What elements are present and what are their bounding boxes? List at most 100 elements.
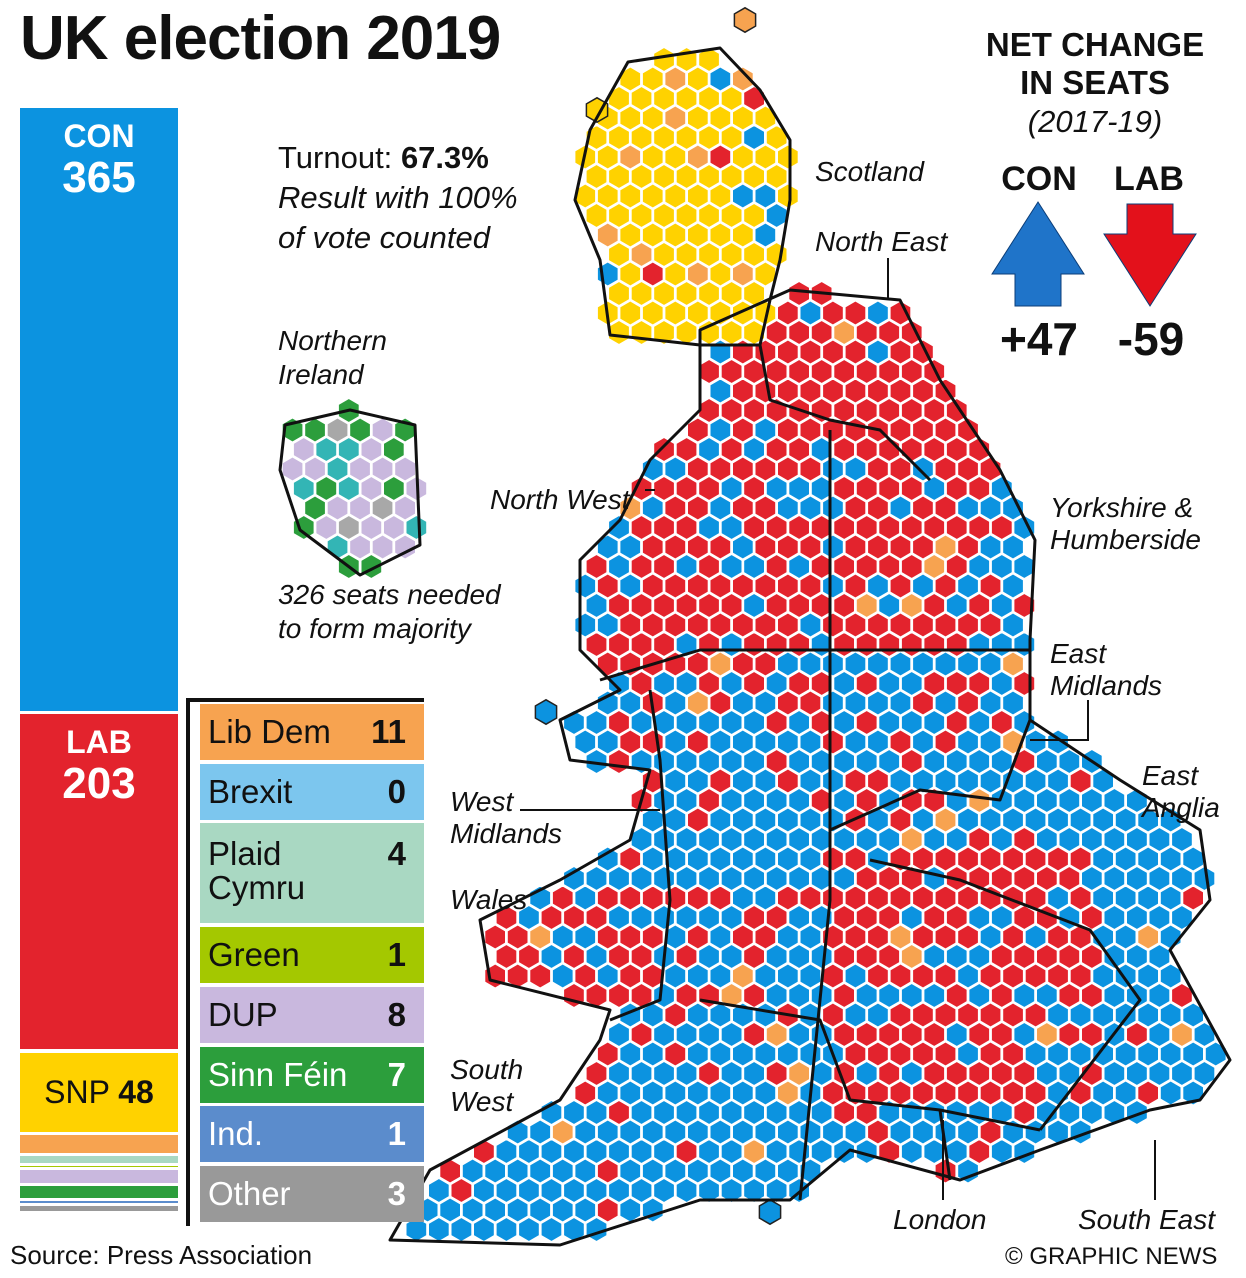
seat-hex	[528, 1118, 552, 1146]
seat-hex	[585, 1177, 608, 1204]
seat-hex	[1103, 904, 1126, 931]
seat-hex	[1046, 962, 1070, 990]
seat-hex	[889, 377, 912, 405]
legend-label-green: Green	[208, 936, 300, 974]
west-midlands-line1: West	[450, 786, 514, 817]
seat-hex	[742, 748, 766, 775]
seat-hex	[1181, 845, 1205, 873]
seat-hex	[438, 1196, 462, 1224]
seat-hex	[832, 904, 856, 931]
seat-hex	[562, 1099, 586, 1126]
seat-hex	[754, 338, 777, 366]
seat-hex	[686, 65, 710, 93]
seat-hex	[720, 904, 743, 931]
seat-hex	[968, 475, 991, 502]
east-anglia-line2: Anglia	[1142, 792, 1220, 823]
seat-hex	[968, 1099, 991, 1126]
seat-hex	[990, 514, 1014, 541]
legend-label-brexit: Brexit	[208, 772, 293, 810]
seat-hex	[709, 650, 732, 678]
seat-hex	[742, 202, 766, 229]
seat-hex	[709, 689, 732, 717]
seat-hex	[1080, 1099, 1104, 1126]
seat-hex	[1159, 1001, 1182, 1029]
seat-hex	[675, 241, 698, 268]
legend-row-ind: Ind. 1	[200, 1106, 424, 1163]
seat-hex	[889, 728, 912, 756]
seat-hex	[461, 1196, 484, 1224]
seat-hex	[855, 631, 878, 658]
seat-hex	[742, 1021, 766, 1048]
seat-hex	[607, 202, 631, 229]
seat-hex	[551, 923, 574, 951]
seat-hex	[619, 845, 642, 873]
seat-hex	[877, 319, 901, 346]
seat-hex	[866, 299, 890, 327]
seat-hex	[619, 1040, 642, 1068]
seats-stacked-bar: CON 365 LAB 203 SNP 48	[20, 108, 178, 1212]
seat-hex	[877, 709, 901, 736]
bar-segment-ind	[20, 1201, 178, 1203]
seat-hex	[1001, 806, 1025, 834]
seat-hex	[664, 1001, 687, 1029]
yorkshire-line1: Yorkshire &	[1050, 492, 1194, 523]
seat-hex	[776, 1157, 800, 1185]
seat-hex	[686, 416, 710, 444]
seat-hex	[1058, 982, 1081, 1009]
seat-hex	[787, 787, 811, 814]
seat-hex	[844, 767, 867, 795]
seat-hex	[821, 1118, 845, 1146]
seat-hex	[1091, 962, 1115, 990]
seat-hex	[979, 806, 1002, 834]
seat-hex	[596, 1196, 619, 1224]
legend-label-other: Other	[208, 1174, 291, 1212]
seat-hex	[1046, 884, 1070, 912]
seat-hex	[596, 1079, 619, 1107]
seat-hex	[697, 241, 721, 268]
seat-hex	[866, 455, 890, 483]
seat-hex	[607, 904, 631, 931]
seat-hex	[652, 748, 676, 775]
seat-hex	[742, 670, 766, 697]
seat-hex	[360, 475, 383, 502]
seat-hex	[968, 592, 991, 619]
seat-hex	[630, 592, 653, 619]
seat-hex	[765, 904, 788, 931]
seat-hex	[731, 611, 755, 639]
seat-hex	[754, 494, 777, 522]
seat-hex	[1001, 1001, 1025, 1029]
scotland-outline	[573, 46, 792, 347]
seat-hex	[1091, 845, 1115, 873]
seat-hex	[697, 163, 721, 190]
seat-hex	[697, 1138, 721, 1165]
seat-hex	[427, 1216, 451, 1243]
seat-hex	[855, 1099, 878, 1126]
seat-hex	[630, 241, 653, 268]
seat-hex	[720, 85, 743, 112]
seat-hex	[596, 143, 619, 171]
seat-hex	[630, 319, 653, 346]
seat-hex	[664, 260, 687, 288]
seat-hex	[945, 514, 968, 541]
legend-row-libdem: Lib Dem 11	[200, 704, 424, 760]
seat-hex	[664, 572, 687, 600]
bar-segment-other	[20, 1205, 178, 1211]
seat-hex	[923, 592, 946, 619]
bar-segment-sinnfein	[20, 1186, 178, 1199]
seat-hex	[754, 845, 777, 873]
seat-hex	[720, 475, 743, 502]
seat-hex	[652, 514, 676, 541]
seat-hex	[855, 592, 878, 619]
seat-hex	[709, 533, 732, 561]
seat-hex	[709, 572, 732, 600]
seat-hex	[889, 650, 912, 678]
region-leader-line	[1030, 700, 1089, 741]
seat-hex	[652, 241, 676, 268]
seat-hex	[821, 962, 845, 990]
seat-hex	[551, 1118, 574, 1146]
seat-hex	[799, 650, 822, 678]
seat-hex	[765, 241, 788, 268]
seat-hex	[686, 767, 710, 795]
seat-hex	[574, 923, 597, 951]
seat-hex	[562, 904, 586, 931]
